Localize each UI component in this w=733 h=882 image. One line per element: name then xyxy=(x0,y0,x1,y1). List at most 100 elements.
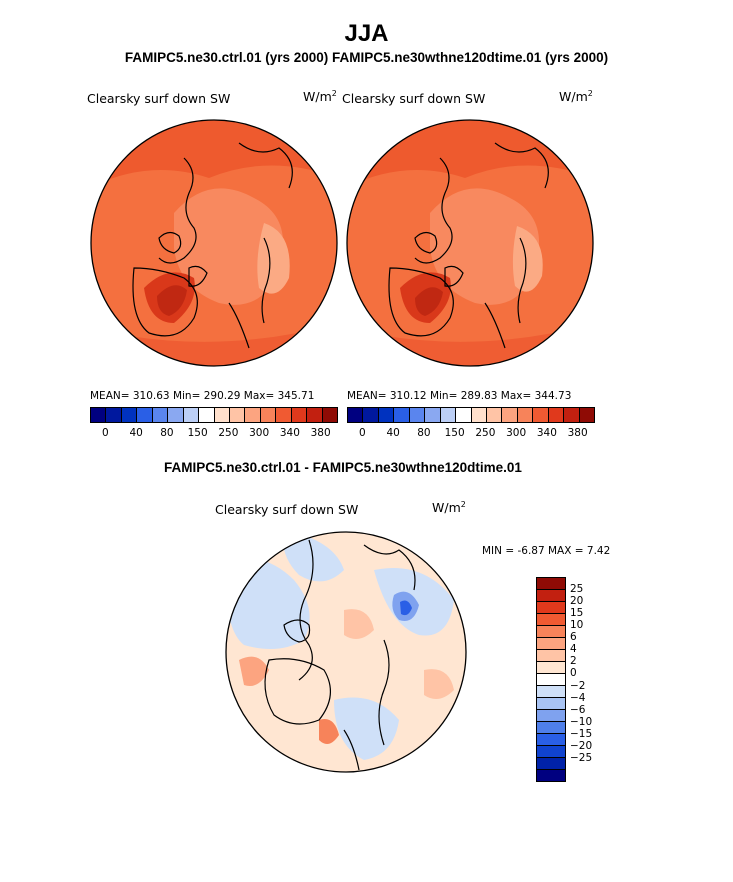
colorbar-swatch xyxy=(377,408,394,422)
panel2-polar-map xyxy=(346,119,594,367)
colorbar-swatch xyxy=(537,685,565,697)
negative-deep-east xyxy=(400,600,412,616)
colorbar-swatch xyxy=(408,408,425,422)
colorbar-swatch xyxy=(532,408,548,422)
diff-units: W/m2 xyxy=(432,500,466,515)
colorbar-swatch xyxy=(537,613,565,625)
colorbar-swatch xyxy=(501,408,517,422)
colorbar-swatch xyxy=(537,625,565,637)
colorbar-tick-label: −25 xyxy=(570,751,593,764)
colorbar-swatch xyxy=(290,408,307,422)
colorbar-swatch xyxy=(537,697,565,709)
diff-coastlines xyxy=(264,539,416,771)
panel1-colorbar-labels: 0 40 80 150 250 300 340 380 xyxy=(90,427,336,441)
panel1-units: W/m2 xyxy=(303,89,337,104)
colorbar-swatch xyxy=(537,745,565,757)
difference-colorbar xyxy=(536,577,566,782)
colorbar-swatch xyxy=(485,408,502,422)
colorbar-swatch xyxy=(91,408,106,422)
colorbar-tick-label: 15 xyxy=(570,607,584,620)
colorbar-swatch xyxy=(167,408,183,422)
panel2-colorbar-labels: 0 40 80 150 250 300 340 380 xyxy=(347,427,593,441)
colorbar-swatch xyxy=(455,408,471,422)
panel2-stats: MEAN= 310.12 Min= 289.83 Max= 344.73 xyxy=(347,390,572,402)
positive-patch-b xyxy=(319,719,339,744)
colorbar-tick-label: −4 xyxy=(570,691,586,704)
colorbar-swatch xyxy=(393,408,409,422)
colorbar-tick-label: 150 xyxy=(444,427,465,439)
colorbar-swatch xyxy=(136,408,152,422)
light-patch xyxy=(512,226,543,292)
panel1-colorbar xyxy=(90,407,338,423)
colorbar-tick-label: 0 xyxy=(570,667,577,680)
colorbar-tick-label: 25 xyxy=(570,583,584,596)
colorbar-tick-label: −2 xyxy=(570,679,586,692)
colorbar-swatch xyxy=(105,408,121,422)
colorbar-tick-label: 10 xyxy=(570,619,584,632)
panel2-units-exp: 2 xyxy=(587,89,593,98)
colorbar-swatch xyxy=(275,408,291,422)
colorbar-swatch xyxy=(198,408,214,422)
colorbar-swatch xyxy=(306,408,322,422)
colorbar-tick-label: 4 xyxy=(570,643,577,656)
difference-title: FAMIPC5.ne30.ctrl.01 - FAMIPC5.ne30wthne… xyxy=(164,460,522,475)
main-title: JJA xyxy=(344,20,389,47)
colorbar-swatch xyxy=(537,661,565,673)
positive-patch-a xyxy=(239,656,269,686)
colorbar-swatch xyxy=(321,408,337,422)
colorbar-tick-label: 40 xyxy=(129,427,143,439)
colorbar-tick-label: 6 xyxy=(570,631,577,644)
colorbar-swatch xyxy=(244,408,260,422)
colorbar-tick-label: 20 xyxy=(570,595,584,608)
panel1-stats: MEAN= 310.63 Min= 290.29 Max= 345.71 xyxy=(90,390,315,402)
colorbar-tick-label: 250 xyxy=(218,427,239,439)
positive-patch-c xyxy=(344,609,374,639)
colorbar-tick-label: 340 xyxy=(536,427,557,439)
colorbar-swatch xyxy=(537,757,565,769)
colorbar-swatch xyxy=(537,769,565,781)
diff-units-exp: 2 xyxy=(460,500,466,509)
panel1-variable-label: Clearsky surf down SW xyxy=(87,91,231,106)
colorbar-swatch xyxy=(151,408,168,422)
positive-patch-d xyxy=(424,669,454,699)
diff-units-base: W/m xyxy=(432,500,461,516)
panel2-coastlines xyxy=(388,142,549,349)
colorbar-swatch xyxy=(537,649,565,661)
arctic-light-region xyxy=(430,188,540,305)
panel1-polar-map xyxy=(90,119,338,367)
colorbar-tick-label: −20 xyxy=(570,739,593,752)
colorbar-swatch xyxy=(537,589,565,601)
panel1-units-base: W/m xyxy=(303,89,332,105)
colorbar-tick-label: −15 xyxy=(570,727,593,740)
panel1-coastlines xyxy=(132,142,293,349)
colorbar-swatch xyxy=(120,408,137,422)
colorbar-swatch xyxy=(578,408,594,422)
arctic-light-region xyxy=(174,188,284,305)
colorbar-tick-label: 380 xyxy=(310,427,331,439)
colorbar-tick-label: 40 xyxy=(386,427,400,439)
colorbar-swatch xyxy=(537,733,565,745)
greenland-core xyxy=(157,285,187,316)
colorbar-tick-label: 250 xyxy=(475,427,496,439)
colorbar-tick-label: 340 xyxy=(279,427,300,439)
colorbar-swatch xyxy=(537,673,565,685)
greenland-core xyxy=(415,287,443,316)
negative-region-south xyxy=(334,697,399,760)
panel2-units-base: W/m xyxy=(559,89,588,105)
panel2-variable-label: Clearsky surf down SW xyxy=(342,91,486,106)
colorbar-tick-label: −6 xyxy=(570,703,586,716)
negative-region-north xyxy=(283,532,344,582)
panel2-units: W/m2 xyxy=(559,89,593,104)
colorbar-tick-label: 380 xyxy=(567,427,588,439)
colorbar-swatch xyxy=(228,408,245,422)
diff-variable-label: Clearsky surf down SW xyxy=(215,502,359,517)
case-subtitle: FAMIPC5.ne30.ctrl.01 (yrs 2000) FAMIPC5.… xyxy=(124,50,609,65)
colorbar-swatch xyxy=(537,578,565,589)
colorbar-swatch xyxy=(259,408,276,422)
panel1-units-exp: 2 xyxy=(331,89,337,98)
colorbar-swatch xyxy=(563,408,579,422)
colorbar-swatch xyxy=(537,721,565,733)
colorbar-swatch xyxy=(470,408,486,422)
panel2-colorbar xyxy=(347,407,595,423)
colorbar-swatch xyxy=(424,408,440,422)
